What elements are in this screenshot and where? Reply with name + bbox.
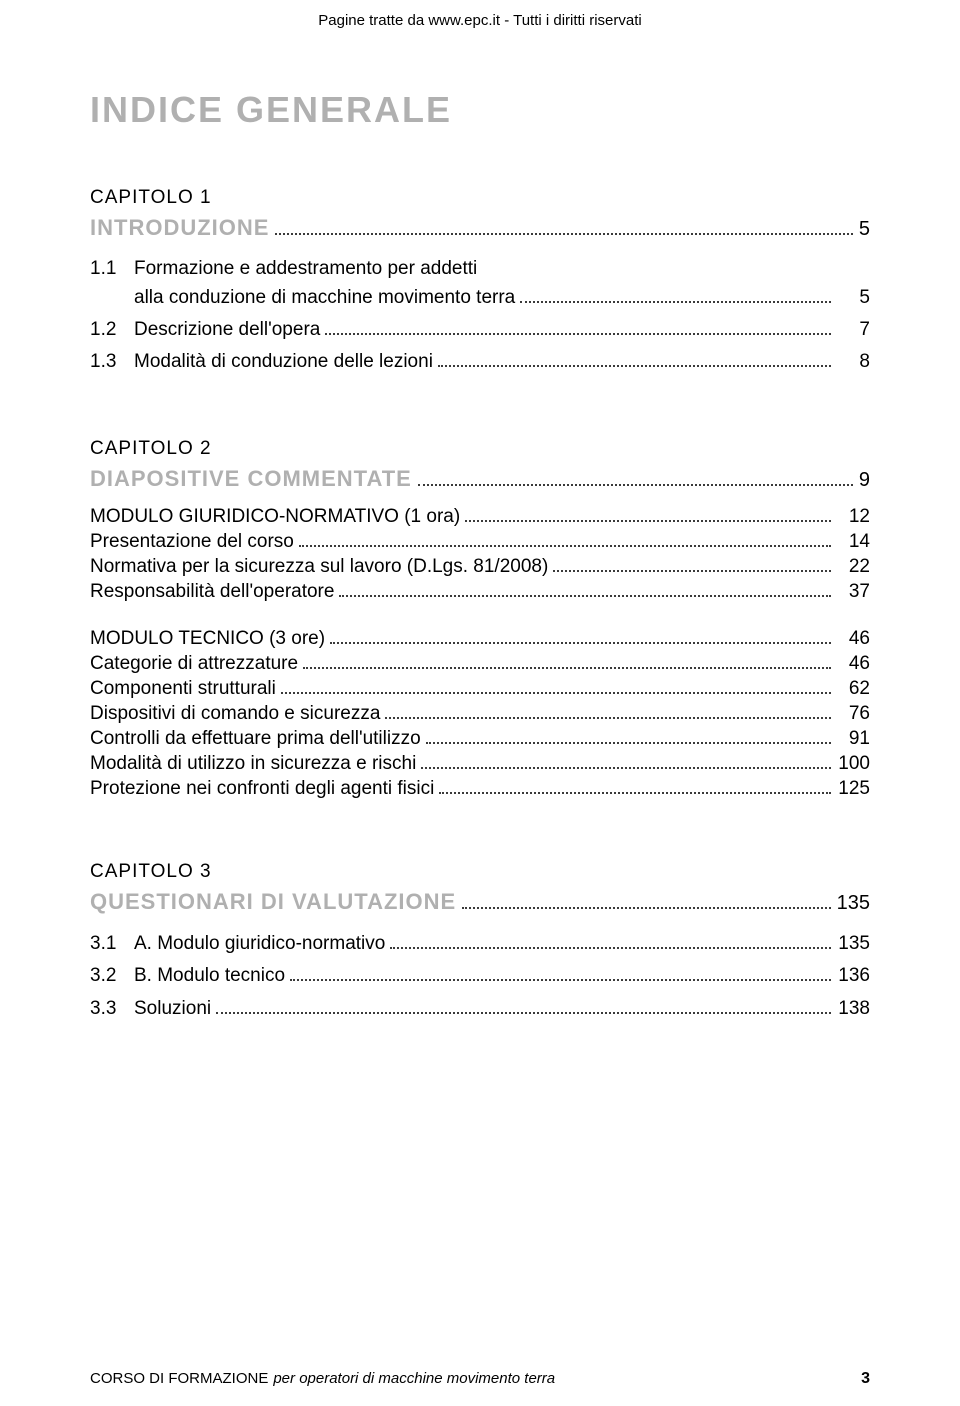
leader-dots xyxy=(303,667,831,669)
toc-num: 3.1 xyxy=(90,929,134,958)
toc-page: 5 xyxy=(836,284,870,313)
leader-dots xyxy=(553,570,831,572)
toc-page: 136 xyxy=(836,961,870,990)
toc-page: 46 xyxy=(836,653,870,675)
toc-row: 3.1 A. Modulo giuridico-normativo 135 xyxy=(90,929,870,958)
toc-page: 135 xyxy=(836,929,870,958)
toc-page: 76 xyxy=(836,703,870,725)
toc-page: 8 xyxy=(836,347,870,376)
toc-num: 1.3 xyxy=(90,347,134,376)
chapter-1-label: CAPITOLO 1 xyxy=(90,187,870,209)
footer-text-1: CORSO DI FORMAZIONE xyxy=(90,1370,268,1388)
header-copyright-note: Pagine tratte da www.epc.it - Tutti i di… xyxy=(90,0,870,29)
toc-label: Modalità di utilizzo in sicurezza e risc… xyxy=(90,753,416,775)
chapter-2-page: 9 xyxy=(859,469,870,492)
toc-row: 1.1 Formazione e addestramento per addet… xyxy=(90,255,870,312)
chapter-2-label: CAPITOLO 2 xyxy=(90,438,870,460)
toc-label: Descrizione dell'opera xyxy=(134,315,320,344)
toc-page: 14 xyxy=(836,531,870,553)
leader-dots xyxy=(216,1012,831,1014)
leader-dots xyxy=(462,907,830,909)
toc-row: Modalità di utilizzo in sicurezza e risc… xyxy=(90,753,870,775)
toc-label: Dispositivi di comando e sicurezza xyxy=(90,703,380,725)
toc-row: 3.2 B. Modulo tecnico 136 xyxy=(90,961,870,990)
chapter-1-title-row: INTRODUZIONE 5 xyxy=(90,215,870,241)
module-2-label: MODULO TECNICO (3 ore) xyxy=(90,628,325,650)
toc-row: Protezione nei confronti degli agenti fi… xyxy=(90,778,870,800)
toc-row: 1.2 Descrizione dell'opera 7 xyxy=(90,315,870,344)
leader-dots xyxy=(299,545,831,547)
footer-page-number: 3 xyxy=(861,1370,870,1388)
toc-label-line2: alla conduzione di macchine movimento te… xyxy=(134,284,515,313)
leader-dots xyxy=(439,792,831,794)
toc-label: Soluzioni xyxy=(134,994,211,1023)
toc-num: 3.3 xyxy=(90,994,134,1023)
footer-text-2: per operatori di macchine movimento terr… xyxy=(273,1370,555,1388)
module-2-row: MODULO TECNICO (3 ore) 46 xyxy=(90,628,870,650)
leader-dots xyxy=(281,692,831,694)
toc-label-line1: Formazione e addestramento per addetti xyxy=(134,255,870,284)
leader-dots xyxy=(325,333,831,335)
leader-dots xyxy=(520,301,831,303)
leader-dots xyxy=(390,947,831,949)
leader-dots xyxy=(339,595,831,597)
toc-page: 37 xyxy=(836,581,870,603)
leader-dots xyxy=(465,520,831,522)
main-title: INDICE GENERALE xyxy=(90,89,870,131)
toc-page: 7 xyxy=(836,315,870,344)
toc-label: Presentazione del corso xyxy=(90,531,294,553)
chapter-3-title-row: QUESTIONARI DI VALUTAZIONE 135 xyxy=(90,889,870,915)
toc-label: Modalità di conduzione delle lezioni xyxy=(134,347,433,376)
toc-page: 91 xyxy=(836,728,870,750)
toc-page: 62 xyxy=(836,678,870,700)
chapter-1-page: 5 xyxy=(859,218,870,241)
module-1-label: MODULO GIURIDICO-NORMATIVO (1 ora) xyxy=(90,506,460,528)
toc-row: 1.3 Modalità di conduzione delle lezioni… xyxy=(90,347,870,376)
toc-label: Protezione nei confronti degli agenti fi… xyxy=(90,778,434,800)
leader-dots xyxy=(385,717,831,719)
toc-page: 22 xyxy=(836,556,870,578)
toc-label: B. Modulo tecnico xyxy=(134,961,285,990)
chapter-3-title: QUESTIONARI DI VALUTAZIONE xyxy=(90,889,456,915)
toc-row: 3.3 Soluzioni 138 xyxy=(90,994,870,1023)
leader-dots xyxy=(421,767,831,769)
toc-num: 3.2 xyxy=(90,961,134,990)
toc-label: A. Modulo giuridico-normativo xyxy=(134,929,385,958)
toc-label: Normativa per la sicurezza sul lavoro (D… xyxy=(90,556,548,578)
toc-label: Responsabilità dell'operatore xyxy=(90,581,334,603)
toc-row: Dispositivi di comando e sicurezza 76 xyxy=(90,703,870,725)
page-footer: CORSO DI FORMAZIONE per operatori di mac… xyxy=(90,1370,870,1388)
module-1-page: 12 xyxy=(836,506,870,528)
toc-page: 138 xyxy=(836,994,870,1023)
chapter-3-label: CAPITOLO 3 xyxy=(90,861,870,883)
toc-row: Responsabilità dell'operatore 37 xyxy=(90,581,870,603)
toc-page: 100 xyxy=(836,753,870,775)
footer-left: CORSO DI FORMAZIONE per operatori di mac… xyxy=(90,1370,555,1388)
chapter-2-title: DIAPOSITIVE COMMENTATE xyxy=(90,466,412,492)
module-1-row: MODULO GIURIDICO-NORMATIVO (1 ora) 12 xyxy=(90,506,870,528)
leader-dots xyxy=(438,365,831,367)
chapter-3-page: 135 xyxy=(837,892,870,915)
chapter-2-title-row: DIAPOSITIVE COMMENTATE 9 xyxy=(90,466,870,492)
toc-label: Controlli da effettuare prima dell'utili… xyxy=(90,728,421,750)
toc-label: Categorie di attrezzature xyxy=(90,653,298,675)
toc-num: 1.2 xyxy=(90,315,134,344)
leader-dots xyxy=(330,642,831,644)
toc-row: Controlli da effettuare prima dell'utili… xyxy=(90,728,870,750)
leader-dots xyxy=(418,484,853,486)
leader-dots xyxy=(426,742,831,744)
leader-dots xyxy=(275,233,852,235)
toc-row: Normativa per la sicurezza sul lavoro (D… xyxy=(90,556,870,578)
toc-row: Presentazione del corso 14 xyxy=(90,531,870,553)
toc-row: Componenti strutturali 62 xyxy=(90,678,870,700)
chapter-1-title: INTRODUZIONE xyxy=(90,215,269,241)
toc-label: Componenti strutturali xyxy=(90,678,276,700)
module-2-page: 46 xyxy=(836,628,870,650)
toc-page: 125 xyxy=(836,778,870,800)
toc-num: 1.1 xyxy=(90,255,134,312)
toc-row: Categorie di attrezzature 46 xyxy=(90,653,870,675)
leader-dots xyxy=(290,979,831,981)
